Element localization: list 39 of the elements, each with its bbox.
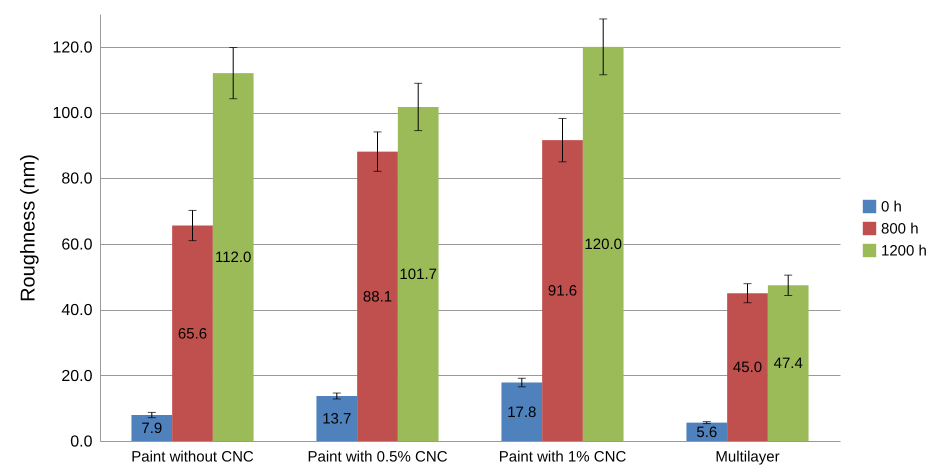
bar xyxy=(357,152,398,441)
bar xyxy=(686,422,728,441)
data-label: 5.6 xyxy=(696,424,718,441)
data-label: 88.1 xyxy=(362,288,392,306)
y-axis-title: Roughness (nm) xyxy=(17,154,40,302)
bar xyxy=(316,396,358,441)
legend-label: 1200 h xyxy=(881,242,927,260)
bar xyxy=(131,415,172,441)
data-label: 17.8 xyxy=(507,404,536,421)
x-tick-label: Paint with 0.5% CNC xyxy=(307,448,448,466)
data-label: 112.0 xyxy=(214,249,252,266)
y-tick-label: 120.0 xyxy=(52,39,93,56)
y-tick-label: 100.0 xyxy=(52,105,93,122)
bar xyxy=(582,46,624,441)
y-tick-label: 60.0 xyxy=(61,236,93,254)
data-label: 13.7 xyxy=(322,410,352,428)
x-tick-label: Multilayer xyxy=(715,448,780,466)
data-label: 65.6 xyxy=(178,325,208,342)
data-label: 45.0 xyxy=(732,359,762,376)
bar xyxy=(768,285,809,441)
bar xyxy=(212,73,254,441)
bar xyxy=(542,140,583,441)
data-label: 91.6 xyxy=(548,282,578,300)
legend-label: 0 h xyxy=(881,198,902,216)
bar xyxy=(727,293,768,441)
x-tick-label: Paint with 1% CNC xyxy=(498,448,626,466)
data-label: 120.0 xyxy=(584,236,622,253)
data-label: 7.9 xyxy=(141,420,162,438)
y-tick-label: 20.0 xyxy=(61,368,93,385)
bar xyxy=(398,106,439,441)
data-label: 101.7 xyxy=(399,266,437,283)
bar xyxy=(172,226,213,441)
data-label: 47.4 xyxy=(774,355,803,372)
bar xyxy=(501,382,542,441)
x-tick-label: Paint without CNC xyxy=(131,448,254,466)
legend-label: 800 h xyxy=(881,220,919,238)
y-tick-label: 80.0 xyxy=(61,170,93,188)
y-tick-label: 40.0 xyxy=(61,302,93,320)
y-tick-label: 0.0 xyxy=(70,434,93,450)
